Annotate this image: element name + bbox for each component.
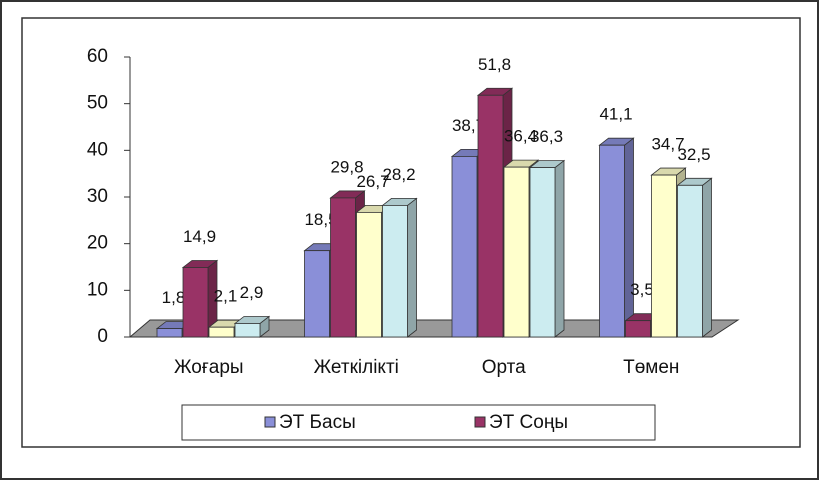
y-tick-label: 20 bbox=[87, 233, 108, 254]
bar bbox=[182, 267, 209, 338]
value-label: 28,2 bbox=[382, 165, 415, 184]
value-label: 36,4 bbox=[504, 127, 537, 146]
x-tick-label: Жеткілікті bbox=[314, 357, 399, 378]
x-tick-label: Жоғары bbox=[174, 357, 244, 378]
value-label: 26,7 bbox=[356, 172, 389, 191]
legend-label: ЭТ Басы bbox=[279, 412, 356, 433]
bar bbox=[529, 167, 556, 338]
value-label: 3,5 bbox=[630, 280, 654, 299]
y-tick-label: 50 bbox=[87, 93, 108, 114]
bar bbox=[677, 184, 703, 338]
bar bbox=[651, 174, 677, 338]
bar-side bbox=[624, 137, 634, 338]
value-label: 36,3 bbox=[530, 127, 563, 146]
bar bbox=[156, 328, 183, 338]
bar bbox=[625, 320, 651, 338]
value-label: 38,7 bbox=[452, 116, 485, 135]
value-label: 14,9 bbox=[183, 227, 216, 246]
y-tick-label: 10 bbox=[87, 279, 108, 300]
x-tick-label: Орта bbox=[482, 357, 526, 378]
bar bbox=[477, 94, 504, 338]
value-label: 41,1 bbox=[599, 105, 632, 124]
value-label: 1,8 bbox=[162, 288, 186, 307]
value-label: 29,8 bbox=[330, 157, 363, 176]
legend-swatch bbox=[264, 416, 276, 428]
bar bbox=[356, 211, 382, 338]
value-label: 32,5 bbox=[677, 145, 710, 164]
value-label: 51,8 bbox=[478, 55, 511, 74]
bar bbox=[234, 323, 261, 338]
bar bbox=[451, 155, 478, 338]
x-tick-label: Төмен bbox=[623, 357, 679, 378]
value-label: 2,1 bbox=[214, 287, 238, 306]
bar-side bbox=[407, 197, 417, 338]
bar bbox=[304, 250, 330, 338]
value-label: 34,7 bbox=[651, 135, 684, 154]
y-tick-label: 60 bbox=[87, 46, 108, 67]
bar-side bbox=[554, 159, 565, 338]
bar-side bbox=[702, 177, 712, 338]
bar bbox=[208, 326, 235, 338]
legend-swatch bbox=[474, 416, 486, 428]
value-label: 2,9 bbox=[240, 283, 264, 302]
bar bbox=[330, 197, 356, 338]
bar bbox=[503, 166, 530, 338]
y-tick-label: 40 bbox=[87, 139, 108, 160]
y-tick-label: 0 bbox=[97, 326, 108, 347]
value-label: 18,5 bbox=[304, 210, 337, 229]
y-tick-label: 30 bbox=[87, 186, 108, 207]
bar bbox=[599, 144, 625, 338]
legend-label: ЭТ Соңы bbox=[489, 412, 568, 433]
bar bbox=[382, 204, 408, 338]
legend bbox=[181, 404, 656, 441]
